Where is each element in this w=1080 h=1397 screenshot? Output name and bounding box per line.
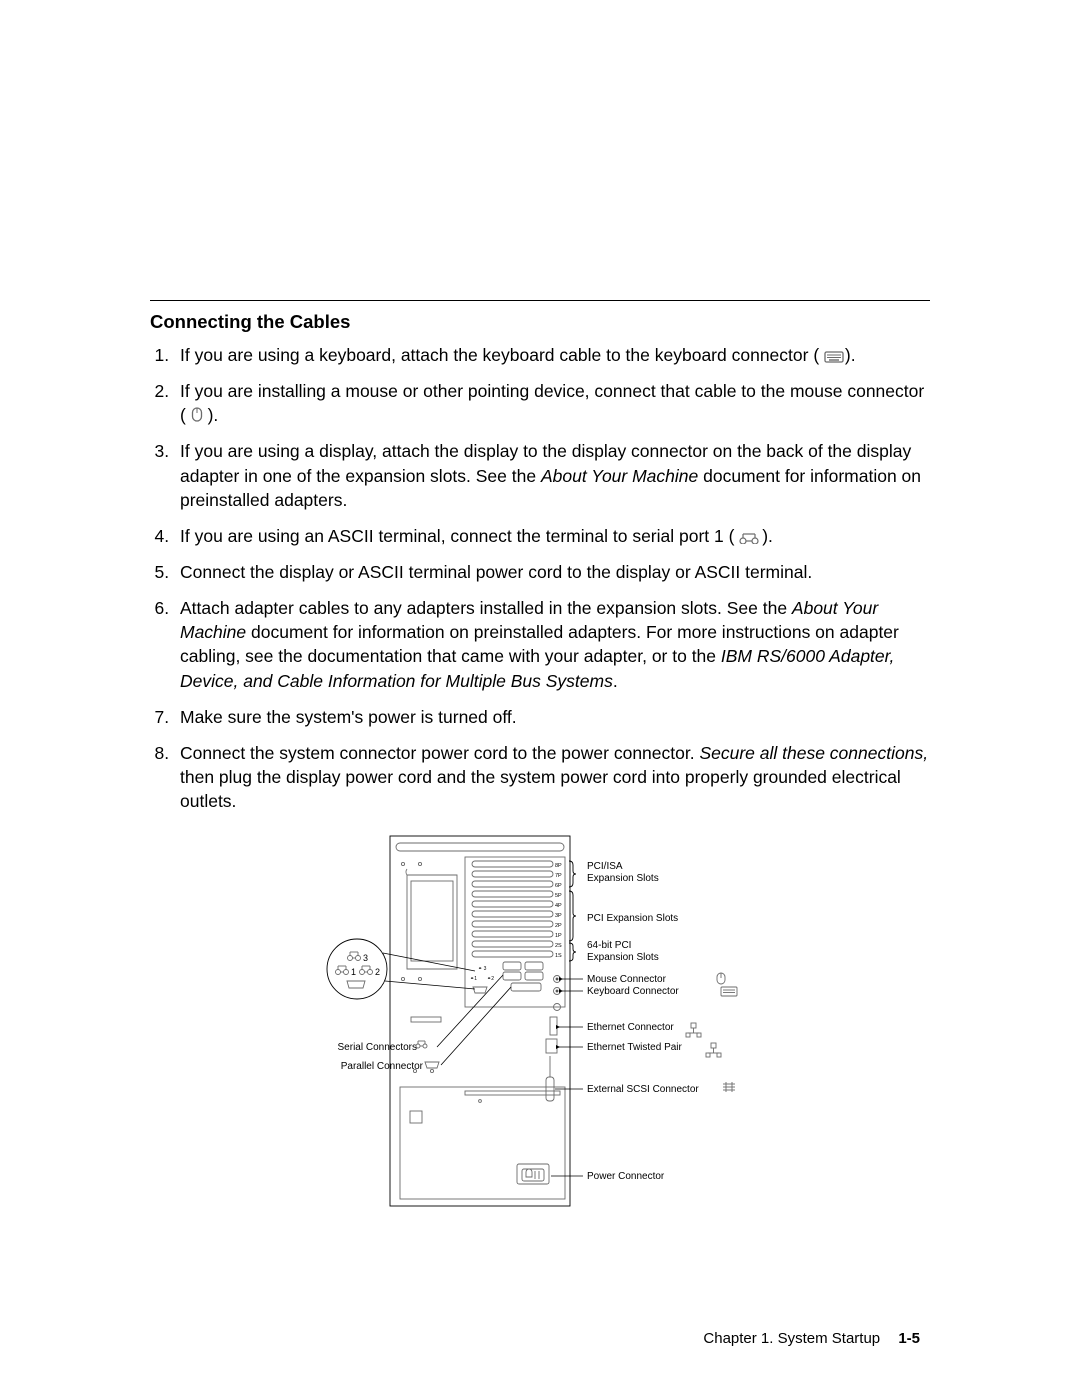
step-8-text-a: Connect the system connector power cord …	[180, 743, 699, 763]
page-footer: Chapter 1. System Startup 1-5	[703, 1330, 920, 1347]
slot-label: 2S	[555, 943, 562, 949]
step-7-text: Make sure the system's power is turned o…	[180, 707, 517, 727]
step-8-italic: Secure all these connections,	[699, 743, 928, 763]
svg-text:⚭2: ⚭2	[487, 976, 494, 982]
slot-label: 1P	[555, 933, 562, 939]
step-2-text-a: If you are installing a mouse or other p…	[180, 381, 924, 425]
step-6-text-c: .	[613, 671, 618, 691]
slot-label: 2P	[555, 923, 562, 929]
step-1-text-a: If you are using a keyboard, attach the …	[180, 345, 819, 365]
step-8-text-b: then plug the display power cord and the…	[180, 767, 901, 811]
callout-pciisa-a: PCI/ISA	[587, 861, 623, 872]
back-panel-figure: 8P 7P 6P 5P 4P 3P 2P 1P 2S 1S	[325, 831, 755, 1216]
svg-text:⚭1: ⚭1	[470, 976, 477, 982]
callout-mouse: Mouse Connector	[587, 974, 667, 985]
slot-label: 5P	[555, 893, 562, 899]
callout-pci: PCI Expansion Slots	[587, 913, 678, 924]
section-rule	[150, 300, 930, 301]
slot-label: 6P	[555, 883, 562, 889]
slot-label: 8P	[555, 863, 562, 869]
callout-ethernet-tp: Ethernet Twisted Pair	[587, 1042, 683, 1053]
callout-power: Power Connector	[587, 1171, 665, 1182]
slot-label: 4P	[555, 903, 562, 909]
step-7: Make sure the system's power is turned o…	[174, 705, 930, 729]
step-1: If you are using a keyboard, attach the …	[174, 343, 930, 367]
step-4-text-b: ).	[762, 526, 773, 546]
bubble-label-3: 3	[363, 953, 368, 963]
callout-serial: Serial Connectors	[338, 1042, 417, 1053]
callout-keyboard: Keyboard Connector	[587, 986, 679, 997]
step-6: Attach adapter cables to any adapters in…	[174, 596, 930, 693]
step-2: If you are installing a mouse or other p…	[174, 379, 930, 427]
slot-label: 3P	[555, 913, 562, 919]
section-title: Connecting the Cables	[150, 311, 930, 333]
slot-label: 1S	[555, 953, 562, 959]
step-5: Connect the display or ASCII terminal po…	[174, 560, 930, 584]
callout-64a: 64-bit PCI	[587, 940, 631, 951]
keyboard-icon	[824, 345, 840, 355]
callout-64b: Expansion Slots	[587, 952, 659, 963]
steps-list: If you are using a keyboard, attach the …	[150, 343, 930, 813]
footer-page-number: 1-5	[898, 1330, 920, 1347]
slot-label: 7P	[555, 873, 562, 879]
bubble-label-1: 1	[351, 967, 356, 977]
callout-ethernet: Ethernet Connector	[587, 1022, 674, 1033]
step-4: If you are using an ASCII terminal, conn…	[174, 524, 930, 548]
step-1-text-b: ).	[845, 345, 856, 365]
callout-scsi: External SCSI Connector	[587, 1084, 699, 1095]
step-3: If you are using a display, attach the d…	[174, 439, 930, 511]
step-3-italic: About Your Machine	[541, 466, 698, 486]
step-4-text-a: If you are using an ASCII terminal, conn…	[180, 526, 734, 546]
step-8: Connect the system connector power cord …	[174, 741, 930, 813]
mouse-icon	[191, 405, 203, 419]
step-2-text-b: ).	[208, 405, 219, 425]
svg-text:⚭ 3: ⚭ 3	[478, 966, 487, 972]
page: Connecting the Cables If you are using a…	[0, 0, 1080, 1397]
serial-icon	[739, 526, 757, 538]
callout-parallel: Parallel Connector	[341, 1061, 424, 1072]
callout-pciisa-b: Expansion Slots	[587, 873, 659, 884]
bubble-label-2: 2	[375, 967, 380, 977]
step-6-text-a: Attach adapter cables to any adapters in…	[180, 598, 792, 618]
step-5-text: Connect the display or ASCII terminal po…	[180, 562, 812, 582]
footer-chapter: Chapter 1. System Startup	[703, 1330, 880, 1347]
